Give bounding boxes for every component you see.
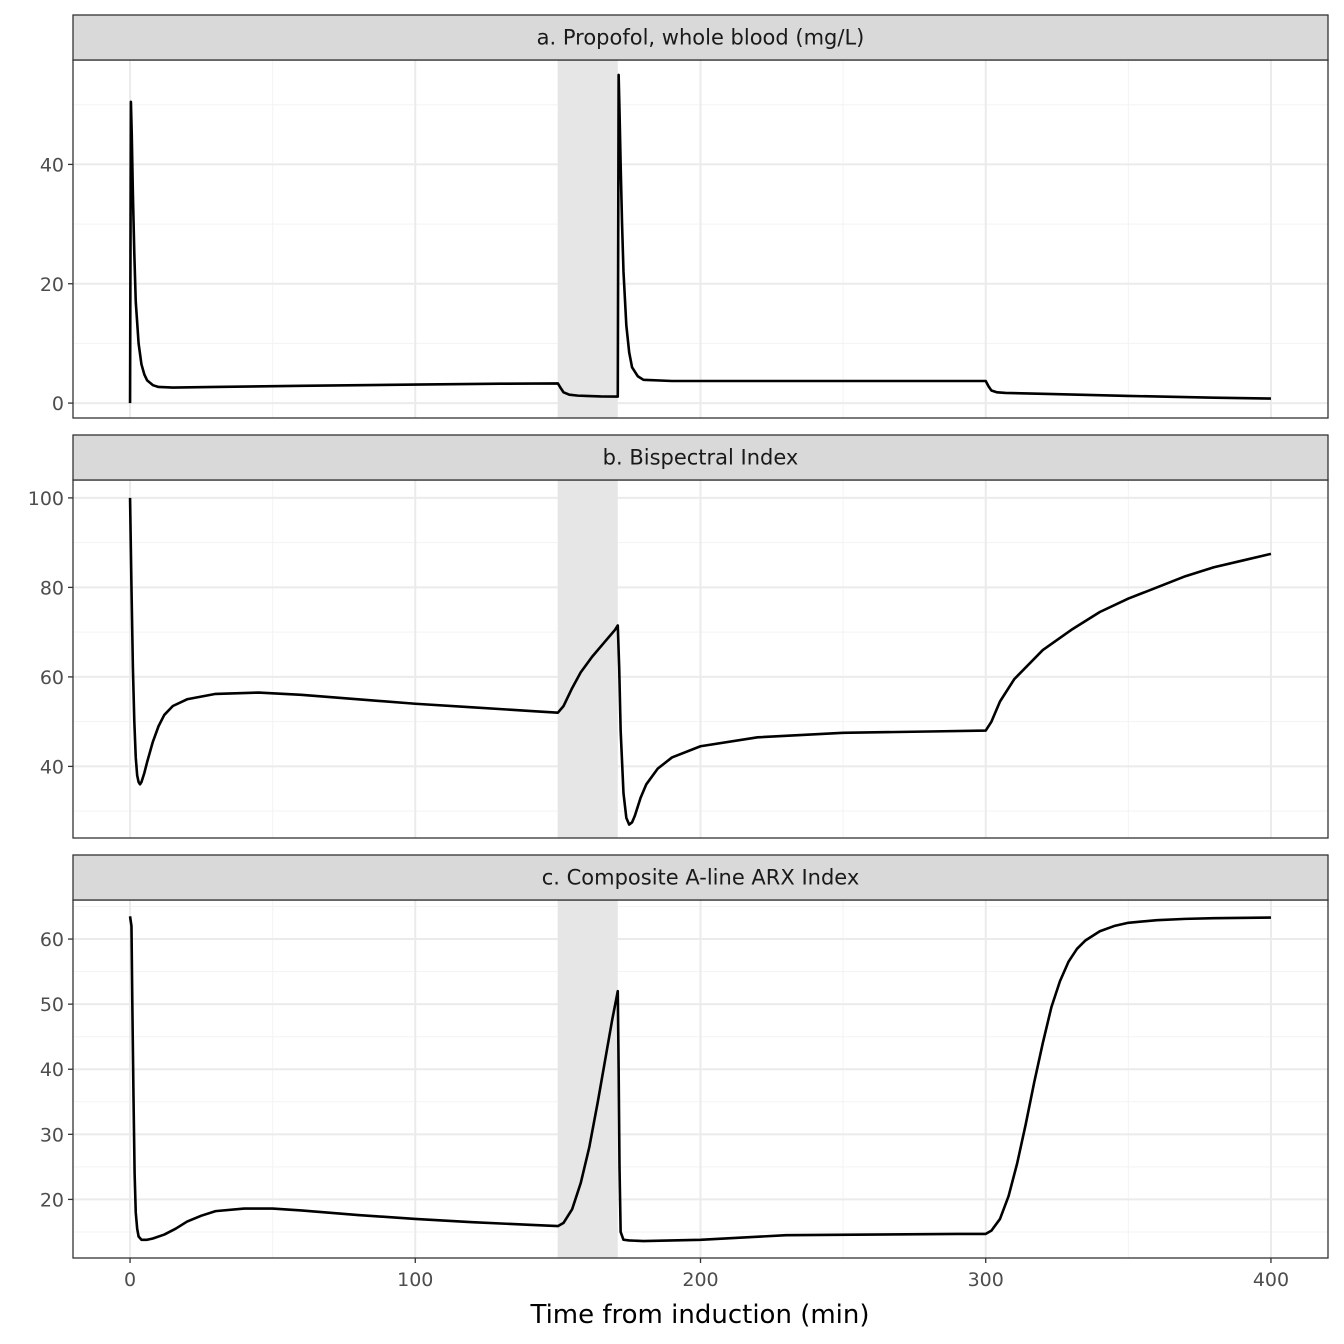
y-tick-label: 30 bbox=[40, 1124, 64, 1146]
panel-c: 20 30 40 50 60 c. Composite A-line ARX Index bbox=[40, 854, 1329, 1259]
shaded-interval bbox=[557, 480, 618, 838]
shaded-interval bbox=[557, 60, 618, 418]
y-tick-label: 20 bbox=[40, 274, 64, 296]
shaded-interval bbox=[557, 900, 618, 1258]
series-line-0 bbox=[128, 73, 1271, 404]
y-tick-label: 80 bbox=[40, 577, 64, 599]
series-line-0 bbox=[128, 916, 1271, 1243]
x-tick-label: 100 bbox=[397, 1269, 433, 1291]
x-tick-label: 300 bbox=[968, 1269, 1004, 1291]
y-tick-label: 40 bbox=[40, 756, 64, 778]
series-line-0 bbox=[128, 497, 1272, 826]
y-tick-label: 40 bbox=[40, 154, 64, 176]
strip-background bbox=[72, 854, 1329, 901]
strip-title: a. Propofol, whole blood (mg/L) bbox=[537, 26, 865, 50]
panel-a: 0 20 40 a. Propofol, whole blood (mg/L) bbox=[40, 14, 1329, 419]
x-tick-label: 400 bbox=[1253, 1269, 1289, 1291]
y-tick-label: 40 bbox=[40, 1059, 64, 1081]
y-tick-label: 60 bbox=[40, 929, 64, 951]
y-tick-label: 0 bbox=[52, 393, 64, 415]
strip-background bbox=[72, 14, 1329, 61]
panel-b: 40 60 80 100 b. Bispectral Index bbox=[28, 434, 1329, 839]
strip-title: c. Composite A-line ARX Index bbox=[542, 866, 860, 890]
x-axis: 0 100 200 300 400 bbox=[124, 1258, 1289, 1291]
x-tick-label: 0 bbox=[124, 1269, 136, 1291]
panels-layer: 0 20 40 a. Propofol, whole blood (mg/L) 40 60… bbox=[28, 14, 1329, 1259]
x-axis-title: Time from induction (min) bbox=[529, 1300, 869, 1330]
y-tick-label: 20 bbox=[40, 1189, 64, 1211]
y-tick-label: 60 bbox=[40, 667, 64, 689]
strip-background bbox=[72, 434, 1329, 481]
y-tick-label: 50 bbox=[40, 994, 64, 1016]
y-tick-label: 100 bbox=[28, 488, 64, 510]
strip-title: b. Bispectral Index bbox=[603, 446, 799, 470]
x-tick-label: 200 bbox=[682, 1269, 718, 1291]
